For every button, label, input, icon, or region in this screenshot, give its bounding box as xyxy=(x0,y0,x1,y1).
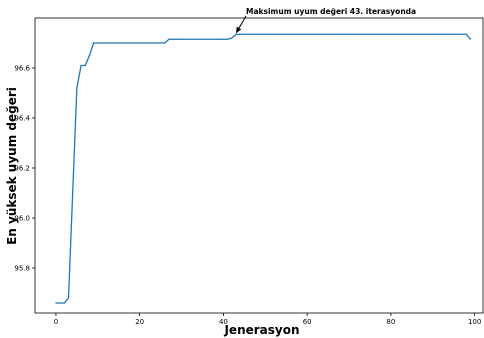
y-tick-label: 96.6 xyxy=(14,65,30,73)
data-point xyxy=(231,37,233,39)
data-point xyxy=(139,42,141,44)
data-point xyxy=(97,42,99,44)
y-tick-label: 95.8 xyxy=(14,265,30,273)
x-tick-label: 0 xyxy=(54,318,58,326)
data-point xyxy=(222,38,225,40)
annotation-arrow xyxy=(238,15,247,29)
plot-frame xyxy=(34,17,484,314)
y-tick-label: 96.0 xyxy=(14,215,30,223)
data-point xyxy=(348,33,350,35)
annotation-text: Maksimum uyum değeri 43. iterasyonda xyxy=(246,7,416,16)
data-point xyxy=(180,38,183,40)
data-point xyxy=(93,42,95,44)
y-tick-label: 96.4 xyxy=(14,115,30,123)
data-point xyxy=(67,297,70,299)
x-tick-label: 20 xyxy=(135,318,144,326)
data-point xyxy=(465,33,467,35)
series-points xyxy=(55,33,472,304)
data-point xyxy=(239,33,241,35)
x-axis-title: Jenerasyon xyxy=(223,323,299,337)
data-point xyxy=(432,33,434,35)
data-point xyxy=(76,87,78,89)
data-point xyxy=(306,33,308,35)
data-point xyxy=(164,42,166,44)
data-point xyxy=(55,302,57,304)
data-point xyxy=(469,38,472,40)
data-point xyxy=(88,54,91,57)
data-point xyxy=(235,33,237,35)
series-line xyxy=(55,33,471,304)
y-axis-title: En yüksek uyum değeri xyxy=(5,87,19,245)
data-point xyxy=(84,64,86,67)
data-point xyxy=(63,302,65,304)
x-tick-label: 40 xyxy=(219,318,228,326)
y-tick-label: 96.2 xyxy=(14,165,30,173)
data-point xyxy=(226,38,229,40)
x-tick-label: 60 xyxy=(303,318,312,326)
data-point xyxy=(264,33,266,35)
annotation-arrowhead xyxy=(235,26,242,34)
y-axis-ticks: 95.8 96.0 96.2 96.4 96.6 xyxy=(14,65,35,273)
data-point xyxy=(390,33,392,35)
data-point xyxy=(80,64,82,67)
x-axis-ticks: 0 20 40 60 80 100 xyxy=(54,313,481,326)
data-point xyxy=(59,302,61,304)
data-point xyxy=(168,38,170,40)
data-point xyxy=(72,192,74,194)
x-tick-label: 100 xyxy=(468,318,481,326)
x-tick-label: 80 xyxy=(386,318,395,326)
